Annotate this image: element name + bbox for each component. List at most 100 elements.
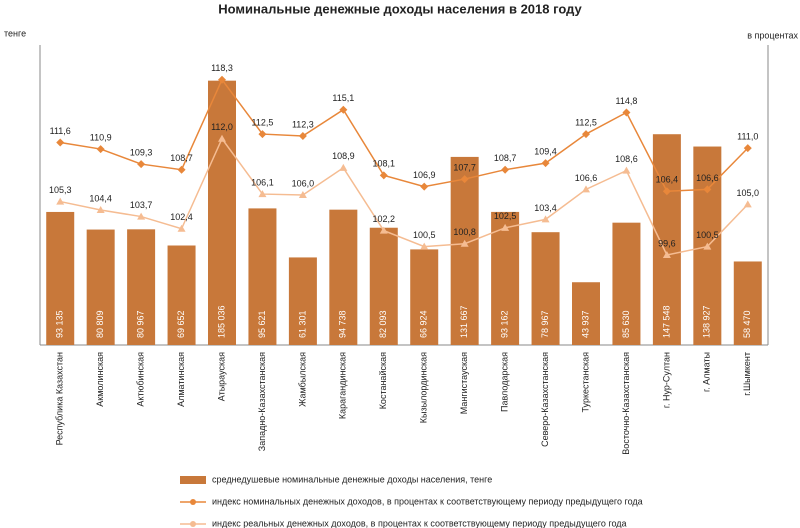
marker — [298, 131, 307, 140]
marker — [501, 223, 510, 231]
point-value-label: 109,3 — [130, 147, 153, 157]
point-value-label: 106,1 — [251, 177, 274, 187]
bar — [208, 80, 236, 346]
point-value-label: 115,1 — [332, 93, 354, 103]
bar — [733, 261, 762, 345]
marker — [622, 108, 631, 117]
legend-marker — [190, 521, 196, 527]
marker — [339, 163, 348, 171]
bar — [167, 245, 196, 345]
marker — [582, 185, 590, 193]
y2-axis-label: в процентах — [747, 30, 798, 40]
marker — [177, 165, 186, 174]
point-value-label: 100,8 — [453, 227, 476, 237]
bar-value-label: 185 036 — [216, 305, 226, 338]
x-tick-label: Республика Казахстан — [55, 352, 65, 445]
point-value-label: 106,9 — [413, 170, 436, 180]
marker — [622, 166, 631, 174]
marker — [420, 182, 429, 191]
marker — [258, 130, 267, 139]
chart-title: Номинальные денежные доходы населения в … — [218, 1, 582, 16]
marker — [96, 206, 105, 213]
x-tick-label: Жамбылская — [297, 352, 307, 407]
bar-value-label: 78 967 — [540, 310, 550, 338]
bar-value-label: 94 738 — [338, 310, 348, 338]
bar-value-label: 80 809 — [95, 310, 105, 338]
marker — [258, 190, 267, 198]
marker — [379, 171, 388, 180]
point-value-label: 111,0 — [737, 132, 758, 142]
x-tick-label: Восточно-Казахстанская — [621, 352, 631, 455]
bar — [127, 229, 156, 345]
legend-swatch — [180, 476, 206, 484]
bar-value-label: 93 135 — [55, 310, 65, 338]
marker — [177, 224, 186, 232]
bar-value-label: 138 927 — [702, 305, 712, 338]
x-tick-label: Западно-Казахстанская — [257, 352, 267, 451]
point-value-label: 118,3 — [211, 63, 233, 73]
point-value-label: 114,8 — [616, 96, 638, 106]
bar-value-label: 69 652 — [176, 310, 186, 338]
bar — [369, 227, 398, 345]
bar-value-label: 61 301 — [297, 310, 307, 338]
marker — [218, 75, 226, 84]
point-value-label: 106,6 — [696, 173, 719, 183]
point-value-label: 103,4 — [534, 203, 557, 213]
marker — [339, 105, 348, 114]
bar — [410, 249, 439, 345]
point-value-label: 107,7 — [453, 162, 476, 172]
x-tick-label: Актюбинская — [135, 352, 145, 407]
x-tick-label: Акмолинская — [95, 352, 105, 407]
marker — [298, 191, 307, 198]
bar — [531, 232, 560, 345]
point-value-label: 111,6 — [50, 126, 71, 136]
bar — [491, 211, 520, 345]
legend-marker — [190, 499, 196, 505]
legend-label: индекс реальных денежных доходов, в проц… — [212, 518, 627, 528]
point-value-label: 109,4 — [534, 147, 557, 157]
point-value-label: 108,9 — [332, 151, 355, 161]
bar — [248, 208, 277, 345]
point-value-label: 112,5 — [575, 117, 597, 127]
marker — [541, 215, 550, 223]
marker — [56, 138, 65, 147]
point-value-label: 108,6 — [615, 154, 638, 164]
marker — [460, 175, 469, 184]
marker — [501, 165, 510, 174]
point-value-label: 108,7 — [494, 153, 517, 163]
bar — [46, 211, 75, 345]
line — [60, 137, 749, 256]
marker — [743, 200, 752, 208]
bar-value-label: 85 630 — [621, 310, 631, 338]
bar — [572, 282, 600, 345]
point-value-label: 108,7 — [170, 153, 193, 163]
marker — [541, 159, 550, 168]
legend-label: среднедушевые номинальные денежные доход… — [212, 474, 492, 484]
marker — [460, 239, 469, 247]
marker — [218, 134, 226, 142]
bar-value-label: 80 967 — [135, 310, 145, 338]
x-tick-label: Атырауская — [216, 352, 226, 401]
point-value-label: 105,3 — [49, 185, 72, 195]
marker — [420, 242, 429, 250]
point-value-label: 100,5 — [413, 230, 436, 240]
point-value-label: 112,5 — [252, 117, 274, 127]
point-value-label: 106,6 — [575, 173, 598, 183]
marker — [662, 251, 671, 258]
point-value-label: 100,5 — [696, 230, 719, 240]
x-tick-label: г. Алматы — [702, 352, 712, 392]
bar-value-label: 58 470 — [742, 310, 752, 338]
bar — [450, 156, 479, 345]
marker — [137, 212, 146, 220]
x-tick-label: Туркестанская — [580, 352, 590, 413]
point-value-label: 106,4 — [656, 175, 679, 185]
marker — [56, 197, 65, 205]
bar-value-label: 131 667 — [459, 305, 469, 338]
bar-value-label: 82 093 — [378, 310, 388, 338]
x-tick-label: Павлодарская — [499, 352, 509, 412]
legend-label: индекс номинальных денежных доходов, в п… — [212, 496, 643, 506]
marker — [703, 242, 712, 250]
line — [60, 78, 749, 193]
